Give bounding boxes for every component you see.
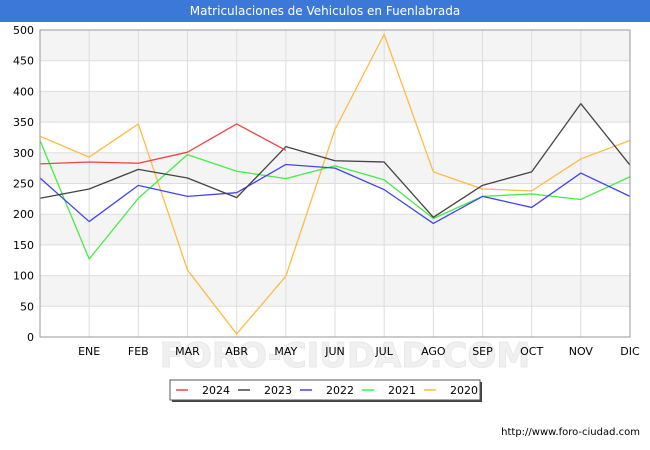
- series-lines: [39, 33, 631, 335]
- y-tick-label: 200: [13, 208, 34, 221]
- x-tick-label: DIC: [620, 345, 640, 358]
- y-tick-label: 100: [13, 270, 34, 283]
- y-tick-label: 250: [13, 178, 34, 191]
- legend-label-2023: 2023: [264, 384, 292, 397]
- y-tick-label: 350: [13, 116, 34, 129]
- y-tick-label: 150: [13, 239, 34, 252]
- y-tick-label: 50: [20, 300, 34, 313]
- y-tick-label: 300: [13, 147, 34, 160]
- y-tick-label: 450: [13, 55, 34, 68]
- legend-label-2024: 2024: [202, 384, 230, 397]
- x-tick-label: SEP: [472, 345, 493, 358]
- y-tick-label: 500: [13, 24, 34, 37]
- series-line-2024: [39, 123, 287, 165]
- series-line-2023: [39, 103, 631, 218]
- series-line-2022: [39, 163, 631, 225]
- x-tick-label: NOV: [569, 345, 594, 358]
- chart-title: Matriculaciones de Vehiculos en Fuenlabr…: [0, 0, 650, 22]
- legend-box: [169, 379, 481, 401]
- x-tick-label: MAY: [274, 345, 297, 358]
- x-tick-label: FEB: [128, 345, 149, 358]
- series-line-2021: [39, 140, 631, 260]
- plot-border: [39, 29, 631, 338]
- x-axis-ticks: ENE FEB MAR ABR MAY JUN JUL AGO SEP OCT NOV DIC: [78, 345, 640, 358]
- legend-label-2021: 2021: [388, 384, 416, 397]
- legend: 2024 2023 2022 2021 2020: [169, 379, 482, 402]
- x-tick-label: OCT: [520, 345, 543, 358]
- series-line-2020: [39, 33, 631, 335]
- legend-label-2020: 2020: [450, 384, 478, 397]
- x-tick-label: MAR: [175, 345, 200, 358]
- x-tick-label: ENE: [78, 345, 100, 358]
- x-tick-label: JUN: [324, 345, 345, 358]
- y-axis-ticks: 0 50 100 150 200 250 300 350 400 450 500: [13, 24, 34, 344]
- x-tick-label: ABR: [225, 345, 248, 358]
- x-tick-label: JUL: [374, 345, 393, 358]
- y-tick-label: 400: [13, 85, 34, 98]
- footer-url[interactable]: http://www.foro-ciudad.com: [501, 427, 640, 438]
- watermark-text: FORO-CIUDAD.COM: [160, 336, 531, 376]
- y-tick-label: 0: [27, 331, 34, 344]
- x-tick-label: AGO: [421, 345, 446, 358]
- legend-label-2022: 2022: [326, 384, 354, 397]
